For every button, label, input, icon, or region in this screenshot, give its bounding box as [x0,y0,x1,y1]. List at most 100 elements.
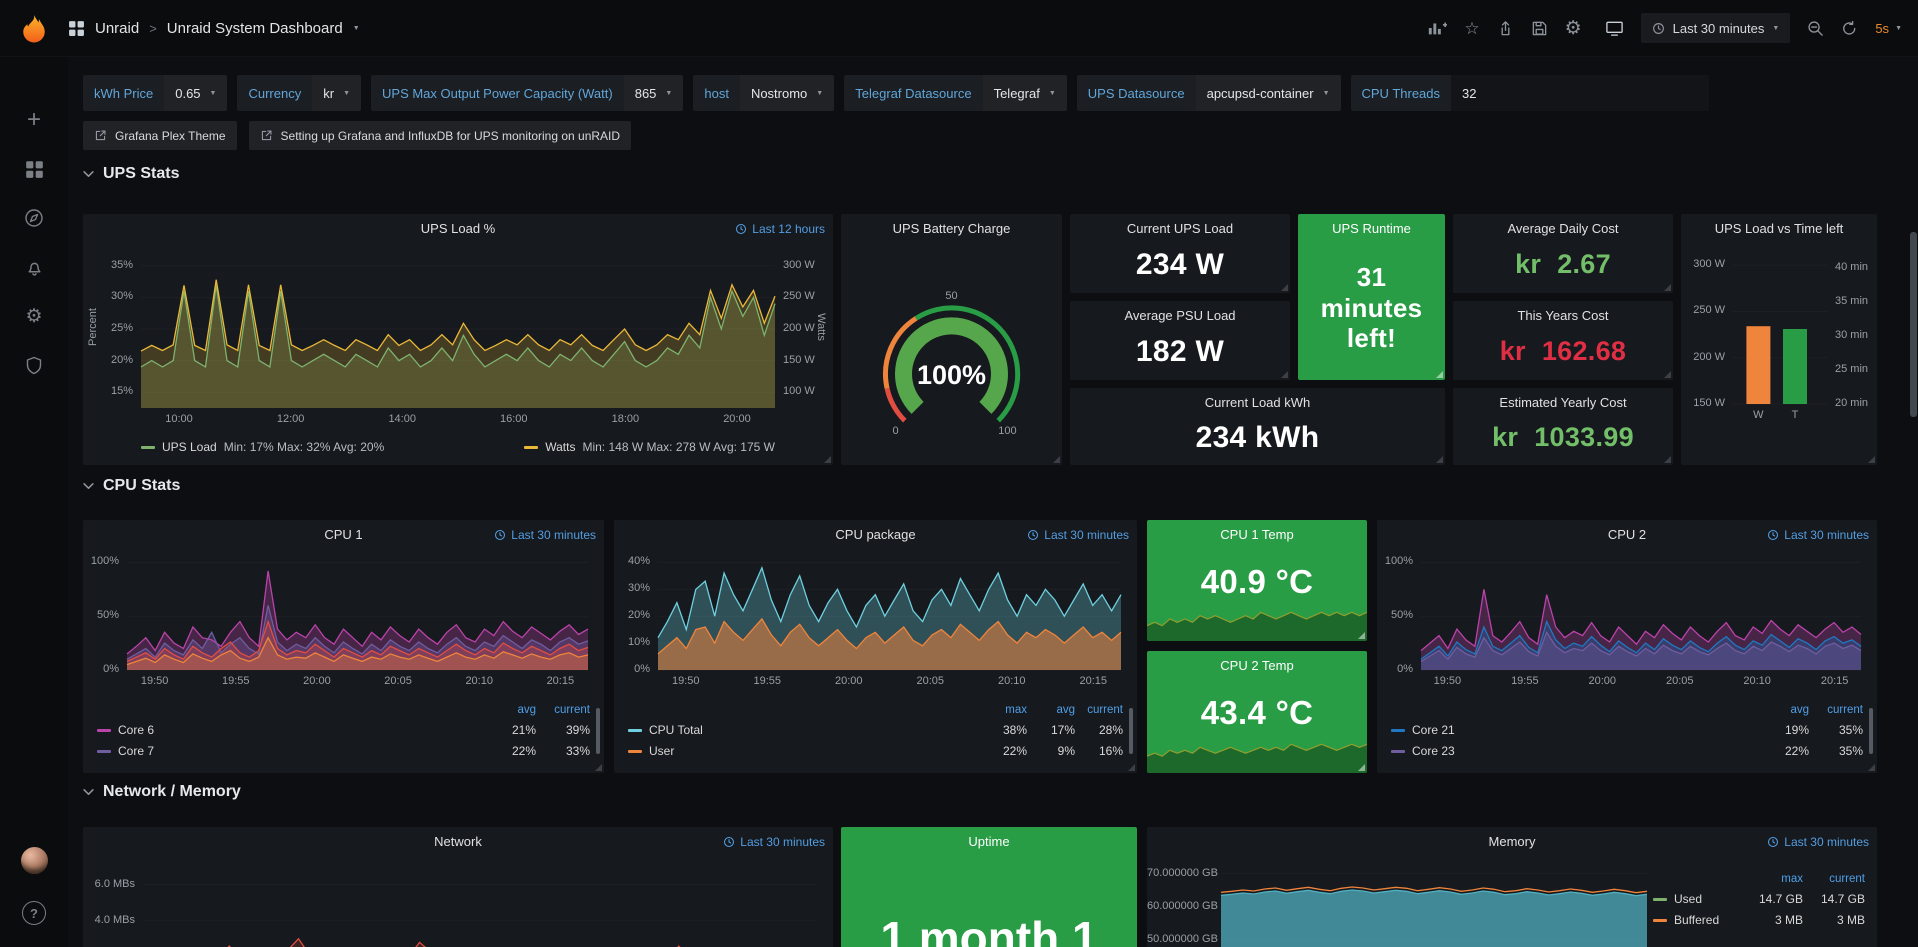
server-admin-shield-icon[interactable] [25,354,43,376]
panel-title[interactable]: Average PSU Load [1124,308,1236,323]
y-axis-tick: 50.000000 GB [1147,933,1218,946]
legend-table: max avg current CPU Total 38% 17% 28% User 22% 9%… [628,704,1123,758]
clock-icon [724,836,735,848]
variable-label: Telegraf Datasource [844,75,983,111]
ups-load-vs-time-bar-chart: 300 W 250 W 200 W 150 W 40 min 35 min 30 min 25… [1681,214,1877,465]
panel-title[interactable]: CPU 2 [1607,527,1647,542]
legend-series[interactable]: Used [1653,892,1741,906]
clock-icon [736,223,747,235]
variable-value-dropdown[interactable]: Nostromo ▼ [739,75,835,111]
legend-scrollbar[interactable] [1869,708,1873,754]
panel-time-override: Last 30 minutes [1767,835,1869,849]
section-ups-stats[interactable]: UPS Stats [83,165,179,183]
legend-scrollbar[interactable] [1129,708,1133,754]
legend-column-header[interactable]: current [1827,704,1863,716]
stat-value: 234 W [1135,247,1225,281]
chevron-down-icon [83,789,94,795]
y-axis-tick: 300 W [783,258,815,271]
y-axis-tick: 250 W [783,290,815,303]
y-axis-tick: 4.0 MBs [94,913,135,926]
legend-series[interactable]: Watts Min: 148 W Max: 278 W Avg: 175 W [524,440,775,454]
variable-text-input[interactable]: 32 [1451,75,1710,111]
legend-series[interactable]: Buffered [1653,913,1741,927]
top-nav: Unraid > Unraid System Dashboard ▼ ☆ ⚙ L… [0,0,1918,57]
variable-value-dropdown[interactable]: Telegraf ▼ [982,75,1067,111]
legend-column-header[interactable]: max [1005,704,1027,716]
panel-title[interactable]: Memory [1488,834,1536,849]
variable-value-dropdown[interactable]: kr ▼ [312,75,362,111]
panel-title[interactable]: UPS Load vs Time left [1714,221,1844,236]
y-axis-tick: 50% [96,609,119,622]
panel-title[interactable]: Current UPS Load [1126,221,1234,236]
section-cpu-stats[interactable]: CPU Stats [83,477,180,495]
legend-column-header[interactable]: current [554,704,590,716]
legend-column-header[interactable]: avg [517,704,536,716]
panel-time-override: Last 12 hours [735,222,825,236]
alerting-bell-icon[interactable] [25,256,44,278]
panel-title[interactable]: Average Daily Cost [1507,221,1619,236]
variable-value-dropdown[interactable]: 0.65 ▼ [164,75,228,111]
legend-column-header[interactable]: current [1087,704,1123,716]
panel-title[interactable]: UPS Load % [420,221,496,236]
panel-title[interactable]: CPU 1 Temp [1220,527,1294,542]
panel-title[interactable]: CPU package [835,527,916,542]
configuration-gear-icon[interactable]: ⚙ [25,305,43,327]
panel-title[interactable]: Current Load kWh [1204,395,1311,410]
tv-mode-icon[interactable] [1605,19,1624,37]
favorite-star-icon[interactable]: ☆ [1464,18,1480,38]
panel-title[interactable]: Estimated Yearly Cost [1499,395,1627,410]
help-icon[interactable]: ? [22,901,46,925]
legend-column-header[interactable]: avg [1790,704,1809,716]
variable-value-dropdown[interactable]: 865 ▼ [623,75,684,111]
panel-title[interactable]: This Years Cost [1517,308,1609,323]
save-button[interactable] [1531,20,1548,37]
panel-title[interactable]: Network [434,834,482,849]
breadcrumb-dashboard-title[interactable]: Unraid System Dashboard [166,19,343,37]
dashboards-icon[interactable] [25,158,44,180]
add-panel-button[interactable] [1427,19,1448,37]
legend-series[interactable]: Core 23 [1391,744,1755,758]
legend-series[interactable]: UPS Load Min: 17% Max: 32% Avg: 20% [141,440,384,454]
panel-time-override: Last 30 minutes [1027,528,1129,542]
stat-value: 43.4 °C [1200,694,1314,731]
grafana-logo[interactable] [0,13,68,43]
panel-cpu1-temp: CPU 1 Temp 40.9 °C [1147,520,1367,641]
refresh-interval-dropdown[interactable]: 5s ▼ [1875,21,1902,36]
time-range-picker[interactable]: Last 30 minutes ▼ [1640,13,1791,43]
section-network-memory[interactable]: Network / Memory [83,783,241,801]
dashboard-link-ups-monitoring-guide[interactable]: Setting up Grafana and InfluxDB for UPS … [248,121,632,150]
legend-scrollbar[interactable] [596,708,600,754]
user-avatar[interactable] [20,847,48,874]
share-button[interactable] [1497,20,1514,37]
chevron-down-icon[interactable]: ▼ [352,24,360,32]
legend-column-header[interactable]: avg [1056,704,1075,716]
stat-value: 234 kWh [1195,420,1320,454]
y-axis-tick: 6.0 MBs [94,877,135,890]
breadcrumb-folder[interactable]: Unraid [95,19,140,37]
panel-title[interactable]: CPU 2 Temp [1220,658,1294,673]
explore-compass-icon[interactable] [24,207,44,229]
panel-title[interactable]: CPU 1 [324,527,363,542]
dashboard-settings-gear-icon[interactable]: ⚙ [1564,17,1582,39]
panel-title[interactable]: UPS Battery Charge [892,221,1011,236]
panel-title[interactable]: UPS Runtime [1332,221,1411,236]
variable-value-dropdown[interactable]: apcupsd-container ▼ [1195,75,1341,111]
zoom-out-button[interactable] [1807,20,1824,37]
legend-series[interactable]: Core 6 [97,723,482,737]
legend-series[interactable]: CPU Total [628,723,979,737]
dashboard-link-grafana-plex-theme[interactable]: Grafana Plex Theme [83,121,237,150]
legend-series[interactable]: User [628,744,979,758]
legend-series[interactable]: Core 7 [97,744,482,758]
legend-value: 39% [565,723,590,737]
panel-estimated-yearly-cost: Estimated Yearly Cost kr 1033.99 [1453,388,1673,465]
y-axis-tick: 100 W [783,385,815,398]
refresh-button[interactable] [1841,20,1858,37]
panel-title[interactable]: Uptime [968,834,1010,849]
page-scrollbar[interactable] [1910,232,1917,417]
legend-column-header[interactable]: current [1829,873,1865,885]
legend-series[interactable]: Core 21 [1391,723,1755,737]
dashboards-grid-icon[interactable] [68,20,85,37]
legend-column-header[interactable]: max [1781,873,1803,885]
create-plus-icon[interactable]: + [26,106,41,133]
